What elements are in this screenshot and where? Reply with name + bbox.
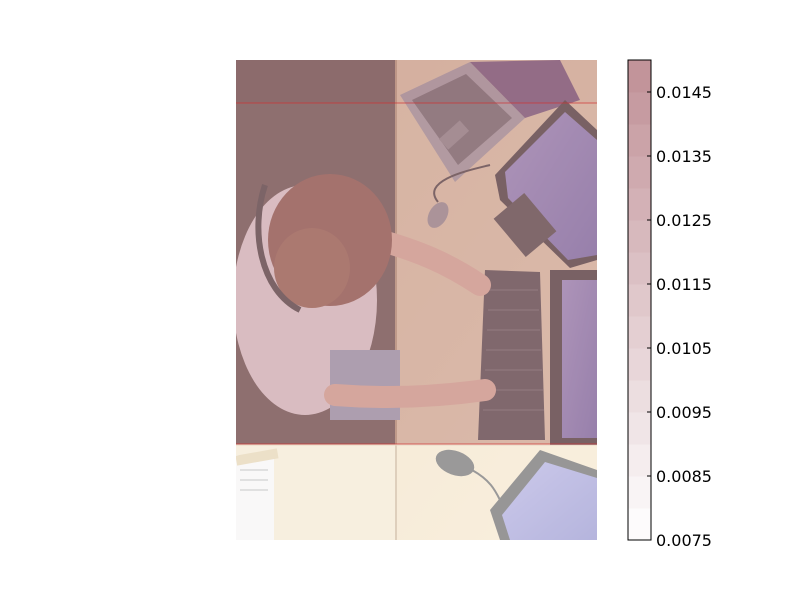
colorbar-segment: [628, 60, 651, 93]
colorbar-segment: [628, 444, 651, 477]
colorbar-segment: [628, 92, 651, 125]
colorbar-tick-label: 0.0075: [656, 531, 712, 550]
colorbar-tick-label: 0.0085: [656, 467, 712, 486]
colorbar-tick-label: 0.0105: [656, 339, 712, 358]
colorbar-segment: [628, 220, 651, 253]
colorbar-tick-label: 0.0095: [656, 403, 712, 422]
heatmap-cell: [236, 444, 597, 540]
colorbar-segment: [628, 316, 651, 349]
colorbar-frame: [627, 59, 652, 541]
colorbar-segment: [628, 380, 651, 413]
colorbar-segment: [628, 476, 651, 509]
colorbar-tick-label: 0.0125: [656, 211, 712, 230]
colorbar-segment: [628, 348, 651, 381]
heatmap-cell: [236, 60, 597, 103]
colorbar-segment: [628, 252, 651, 285]
colorbar-segment: [628, 156, 651, 189]
heatmap-overlay: [236, 60, 597, 540]
colorbar-segment: [628, 188, 651, 221]
colorbar-tick-label: 0.0135: [656, 147, 712, 166]
colorbar-segment: [628, 284, 651, 317]
heatmap-cell: [236, 103, 597, 444]
colorbar-segment: [628, 124, 651, 157]
colorbar-tick-label: 0.0115: [656, 275, 712, 294]
colorbar-tick-label: 0.0145: [656, 83, 712, 102]
colorbar-segment: [628, 508, 651, 541]
colorbar: 0.0075 0.0085 0.0095 0.0105 0.0115 0.0125 0.01…: [627, 59, 712, 550]
colorbar-segment: [628, 412, 651, 445]
